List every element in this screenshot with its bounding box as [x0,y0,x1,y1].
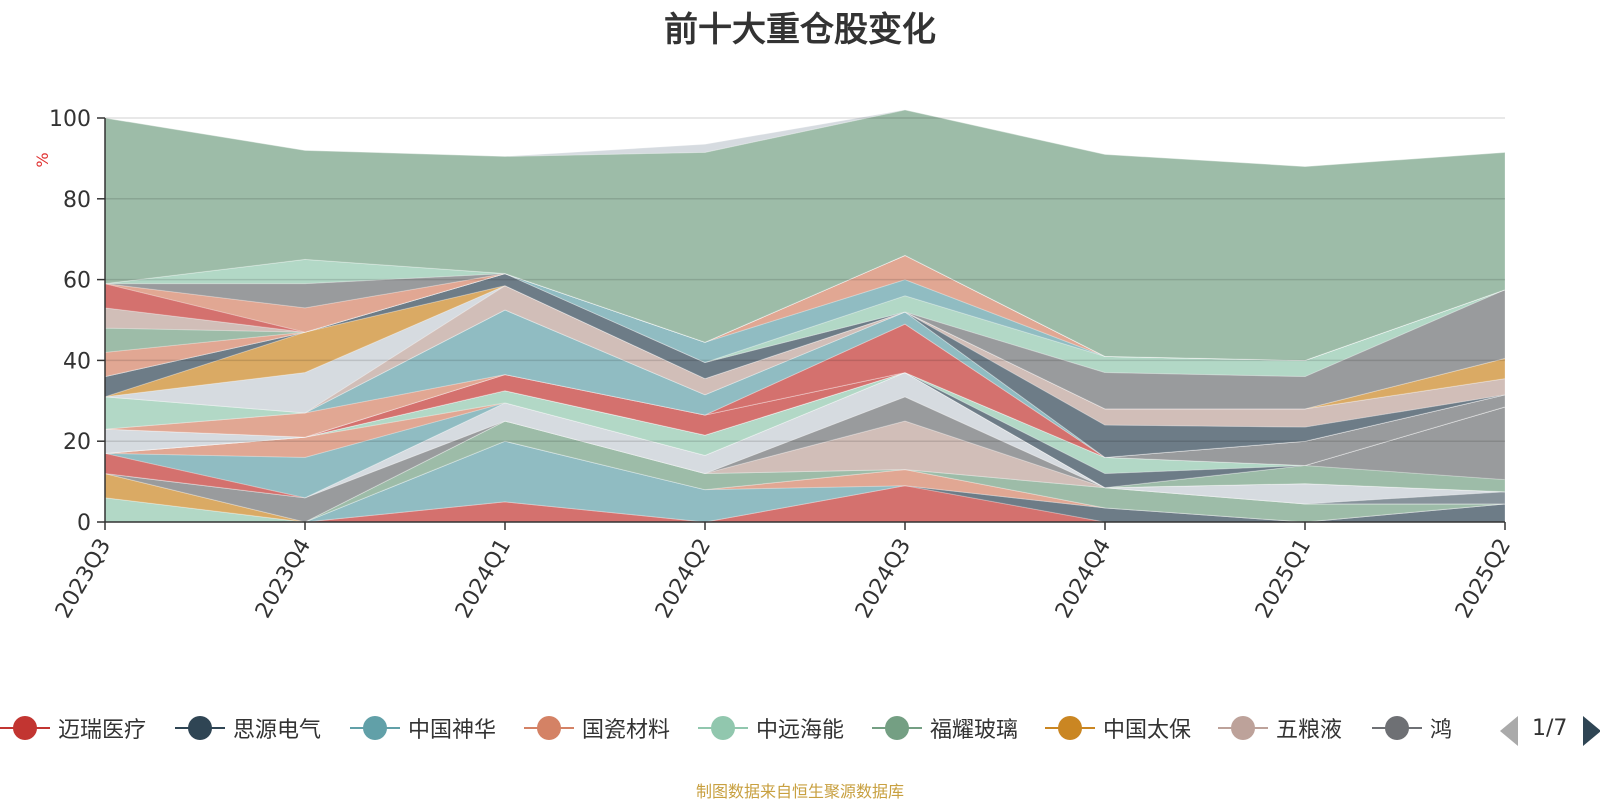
legend-item[interactable]: 国瓷材料 [524,710,670,746]
legend-item[interactable]: 中国神华 [350,710,496,746]
source-note: 制图数据来自恒生聚源数据库 [695,782,904,801]
legend-item[interactable]: 鸿 [1372,710,1452,746]
legend-label: 思源电气 [233,718,322,743]
area-series-9 [104,396,1506,505]
x-tick-label-2025Q1: 2025Q1 [1251,535,1316,623]
legend-marker-icon [1218,716,1268,740]
legend-marker-dot [711,716,735,740]
legend-label: 福耀玻璃 [930,718,1019,743]
legend-item[interactable]: 福耀玻璃 [872,710,1018,746]
y-tick-label-40: 40 [63,349,91,374]
legend-marker-icon [175,716,225,740]
legend-marker-icon [698,716,748,740]
legend-marker-dot [1231,716,1255,740]
legend-prev-page-icon[interactable] [1500,716,1518,746]
area-series-43 [104,109,1506,167]
legend-marker-dot [885,716,909,740]
legend-label: 中国太保 [1103,718,1192,743]
x-tick-label-2024Q1: 2024Q1 [451,535,516,623]
legend-marker-icon [1372,716,1422,740]
legend-marker-icon [1045,716,1095,740]
legend-label: 鸿 [1430,718,1453,743]
x-tick-label-2024Q2: 2024Q2 [651,535,716,623]
stacked-area-chart: 0 20 40 60 80 100 2023Q3 2023Q4 2024Q1 2024Q2 2024… [33,107,1516,623]
legend-item[interactable]: 中远海能 [698,710,844,746]
area-series [104,109,1506,523]
legend-marker-dot [1385,716,1409,740]
legend-label: 中国神华 [408,718,497,743]
legend-marker-icon [350,716,400,740]
legend-marker-dot [188,716,212,740]
y-tick-label-0: 0 [77,511,91,536]
legend-page-indicator: 1/7 [1532,716,1568,741]
legend-label: 中远海能 [756,718,845,743]
legend-label: 国瓷材料 [582,718,671,743]
legend: 迈瑞医疗 思源电气 中国神华 国瓷材料 中远海能 福耀玻璃 中国太保 五粮液 鸿 [0,710,1480,746]
legend-label: 五粮液 [1276,718,1343,743]
x-tick-label-2024Q4: 2024Q4 [1051,535,1116,623]
legend-next-page-icon[interactable] [1583,716,1600,746]
legend-marker-dot [1058,716,1082,740]
legend-marker-icon [0,716,50,740]
y-tick-label-20: 20 [63,430,91,455]
legend-marker-icon [524,716,574,740]
legend-marker-dot [363,716,387,740]
x-tick-label-2023Q4: 2023Q4 [251,535,316,623]
legend-label: 迈瑞医疗 [58,718,147,743]
chart-title: 前十大重仓股变化 [664,10,936,50]
legend-marker-dot [13,716,37,740]
y-tick-label-80: 80 [63,188,91,213]
y-axis-label: % [33,152,52,167]
y-tick-label-100: 100 [49,107,91,132]
x-tick-label-2023Q3: 2023Q3 [51,535,116,623]
legend-item[interactable]: 思源电气 [175,710,321,746]
legend-item[interactable]: 迈瑞医疗 [0,710,146,746]
legend-marker-dot [537,716,561,740]
legend-item[interactable]: 五粮液 [1218,710,1342,746]
y-tick-label-60: 60 [63,269,91,294]
x-tick-label-2025Q2: 2025Q2 [1451,535,1516,623]
legend-marker-icon [872,716,922,740]
x-tick-label-2024Q3: 2024Q3 [851,535,916,623]
legend-item[interactable]: 中国太保 [1045,710,1191,746]
